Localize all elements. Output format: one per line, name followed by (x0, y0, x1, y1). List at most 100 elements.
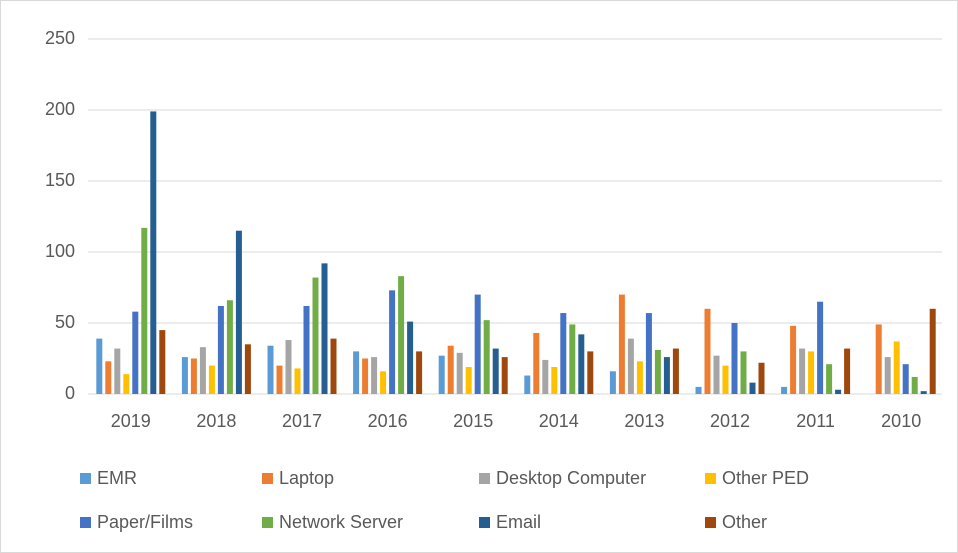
legend-label: EMR (97, 468, 137, 488)
bar (740, 351, 747, 394)
bar (731, 323, 738, 394)
bar (150, 111, 157, 395)
x-tick-label: 2012 (710, 411, 750, 431)
bar (569, 324, 576, 394)
bar (294, 368, 301, 394)
bar (713, 355, 720, 394)
bar (672, 348, 679, 394)
x-tick-label: 2011 (796, 411, 835, 431)
legend-swatch (705, 473, 716, 484)
bar (226, 300, 233, 394)
bar (362, 358, 369, 394)
bar (276, 365, 283, 394)
bar (663, 357, 670, 394)
y-tick-label: 250 (45, 28, 75, 48)
bar (835, 389, 842, 394)
legend-swatch (262, 517, 273, 528)
bar (416, 351, 423, 394)
legend-swatch (479, 473, 490, 484)
bar (244, 344, 251, 394)
bar (199, 347, 206, 394)
x-tick-label: 2016 (368, 411, 408, 431)
bar (465, 367, 472, 394)
bar (407, 321, 414, 394)
y-tick-label: 50 (55, 312, 75, 332)
y-tick-label: 100 (45, 241, 75, 261)
bar (217, 305, 224, 394)
bar (808, 351, 815, 394)
bar (781, 386, 788, 394)
legend-label: Network Server (279, 512, 403, 532)
x-tick-label: 2018 (196, 411, 236, 431)
x-tick-label: 2015 (453, 411, 493, 431)
bar (884, 357, 891, 394)
bar (524, 375, 531, 394)
bar (492, 348, 499, 394)
y-tick-label: 150 (45, 170, 75, 190)
bar (438, 355, 445, 394)
bar (208, 365, 215, 394)
bar (587, 351, 594, 394)
bar (799, 348, 806, 394)
bar (321, 263, 328, 394)
bar (141, 227, 148, 394)
bar (609, 371, 616, 394)
bar (285, 340, 292, 394)
bar (474, 294, 481, 394)
legend-swatch (479, 517, 490, 528)
bar (627, 338, 634, 394)
legend-swatch (80, 517, 91, 528)
bar (542, 359, 549, 394)
bar (704, 308, 711, 394)
bar (312, 277, 319, 394)
x-tick-label: 2013 (624, 411, 664, 431)
bar (722, 365, 729, 394)
x-tick-label: 2010 (881, 411, 921, 431)
bar (645, 313, 652, 394)
bar (353, 351, 360, 394)
legend-label: Other PED (722, 468, 809, 488)
bar (132, 311, 139, 394)
x-tick-label: 2014 (539, 411, 579, 431)
bar (758, 362, 765, 394)
bar (483, 320, 490, 394)
bar (501, 357, 508, 394)
bar (844, 348, 851, 394)
bar (330, 338, 337, 394)
bar (389, 290, 396, 394)
bar (123, 374, 130, 394)
bar (560, 313, 567, 394)
bar (371, 357, 378, 394)
bar (902, 364, 909, 394)
legend-label: Paper/Films (97, 512, 193, 532)
bar (749, 382, 756, 394)
x-tick-label: 2019 (111, 411, 151, 431)
bar (190, 358, 197, 394)
legend-swatch (262, 473, 273, 484)
legend-label: Laptop (279, 468, 334, 488)
bar (267, 345, 274, 394)
bar (96, 338, 103, 394)
x-tick-label: 2017 (282, 411, 322, 431)
bar (929, 308, 936, 394)
bar (920, 391, 927, 394)
bar (911, 376, 918, 394)
bar (380, 371, 387, 394)
bar (618, 294, 625, 394)
bar (893, 341, 900, 394)
bar (695, 386, 702, 394)
legend-swatch (80, 473, 91, 484)
bar (533, 332, 540, 394)
bar (826, 364, 833, 394)
bar (636, 361, 643, 394)
bar (235, 230, 242, 394)
bar (817, 301, 824, 394)
bar (447, 345, 454, 394)
legend-label: Email (496, 512, 541, 532)
bar (551, 367, 558, 394)
bar (105, 361, 112, 394)
bar (181, 357, 188, 394)
bar (578, 334, 585, 394)
bar (303, 305, 310, 394)
